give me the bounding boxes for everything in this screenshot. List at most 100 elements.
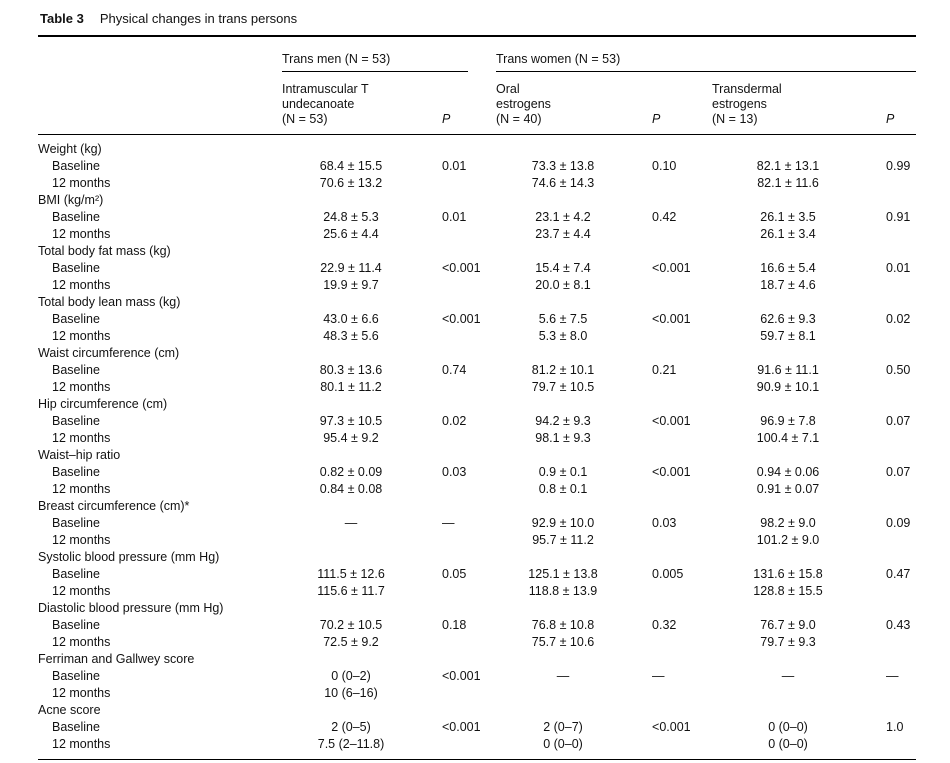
table-row: Baseline 22.9 ± 11.4 <0.001 15.4 ± 7.4 <0.00…: [38, 260, 916, 277]
table-body: Weight (kg) Baseline 68.4 ± 15.5 0.01 73.3 ±…: [38, 135, 916, 760]
row-label: 12 months: [52, 533, 111, 547]
value-cell: 79.7 ± 9.3: [760, 635, 816, 649]
value-cell: 16.6 ± 5.4: [760, 261, 816, 275]
value-cell: 128.8 ± 15.5: [753, 584, 823, 598]
section-row: Hip circumference (cm): [38, 396, 916, 413]
section-label: BMI (kg/m²): [38, 193, 104, 207]
row-label: 12 months: [52, 686, 111, 700]
value-cell: 0.8 ± 0.1: [538, 482, 588, 496]
group-header-trans-men: Trans men (N = 53): [282, 52, 469, 72]
p-value-cell: 0.09: [886, 516, 911, 530]
value-cell: 97.3 ± 10.5: [319, 414, 383, 428]
value-cell: 23.7 ± 4.4: [535, 227, 591, 241]
p-value-cell: [420, 430, 496, 447]
table-row: 12 months 115.6 ± 11.7 118.8 ± 13.9 128.8 ±…: [38, 583, 916, 600]
value-cell: [496, 685, 630, 702]
value-cell: 22.9 ± 11.4: [320, 261, 382, 275]
table-number: Table 3: [40, 11, 84, 26]
p-value-cell: [630, 328, 712, 345]
section-row: BMI (kg/m²): [38, 192, 916, 209]
value-cell: 91.6 ± 11.1: [757, 363, 819, 377]
value-cell: 74.6 ± 14.3: [531, 176, 595, 190]
row-label: Baseline: [52, 720, 100, 734]
p-value-cell: [630, 430, 712, 447]
p-value-cell: [630, 583, 712, 600]
value-cell: 79.7 ± 10.5: [531, 380, 595, 394]
column-header-line: Oral: [496, 82, 520, 96]
value-cell: 131.6 ± 15.8: [753, 567, 823, 581]
p-value-cell: <0.001: [652, 465, 691, 479]
section-label: Total body fat mass (kg): [38, 244, 171, 258]
value-cell: 100.4 ± 7.1: [756, 431, 820, 445]
p-value-cell: 0.07: [886, 465, 911, 479]
row-label: Baseline: [52, 567, 100, 581]
row-label: 12 months: [52, 482, 111, 496]
group-header-trans-women: Trans women (N = 53): [496, 52, 917, 72]
p-value-cell: [420, 532, 496, 549]
value-cell: 82.1 ± 13.1: [756, 159, 820, 173]
value-cell: 98.1 ± 9.3: [535, 431, 591, 445]
p-value-cell: 0.03: [442, 465, 467, 479]
section-label: Ferriman and Gallwey score: [38, 652, 195, 666]
row-label: 12 months: [52, 380, 111, 394]
p-value-cell: [420, 379, 496, 396]
p-value-cell: [864, 532, 916, 549]
column-header-line: estrogens: [496, 97, 551, 111]
table-row: 12 months 48.3 ± 5.6 5.3 ± 8.0 59.7 ± 8.1: [38, 328, 916, 345]
value-cell: 23.1 ± 4.2: [535, 210, 591, 224]
p-value-cell: —: [652, 669, 665, 683]
p-value-cell: [630, 634, 712, 651]
value-cell: 18.7 ± 4.6: [760, 278, 816, 292]
value-cell: 111.5 ± 12.6: [317, 567, 385, 581]
value-cell: 0.82 ± 0.09: [319, 465, 383, 479]
p-label: P: [886, 112, 895, 126]
p-value-cell: 0.02: [442, 414, 467, 428]
value-cell: 0.91 ± 0.07: [756, 482, 820, 496]
value-cell: 125.1 ± 13.8: [528, 567, 598, 581]
section-row: Breast circumference (cm)*: [38, 498, 916, 515]
value-cell: 62.6 ± 9.3: [760, 312, 816, 326]
table-row: 12 months 0.84 ± 0.08 0.8 ± 0.1 0.91 ± 0.07: [38, 481, 916, 498]
table-row: Baseline 24.8 ± 5.3 0.01 23.1 ± 4.2 0.42 26.1…: [38, 209, 916, 226]
row-label: 12 months: [52, 635, 111, 649]
value-cell: 0 (0–2): [331, 669, 371, 683]
column-header-p-oral: P: [630, 72, 713, 135]
section-row: Total body fat mass (kg): [38, 243, 916, 260]
p-value-cell: <0.001: [442, 312, 481, 326]
value-cell: 95.7 ± 11.2: [532, 533, 594, 547]
column-header-row: Intramuscular T undecanoate (N = 53) P O…: [38, 72, 917, 135]
section-label: Waist–hip ratio: [38, 448, 121, 462]
value-cell: 25.6 ± 4.4: [323, 227, 379, 241]
row-label: Baseline: [52, 261, 100, 275]
value-cell: [712, 685, 864, 702]
table-title: Physical changes in trans persons: [99, 11, 298, 26]
p-value-cell: 1.0: [886, 720, 904, 734]
table-row: Baseline 111.5 ± 12.6 0.05 125.1 ± 13.8 0.00…: [38, 566, 916, 583]
value-cell: 0 (0–0): [768, 737, 808, 751]
p-value-cell: [630, 481, 712, 498]
value-cell: 81.2 ± 10.1: [531, 363, 595, 377]
value-cell: 70.2 ± 10.5: [319, 618, 383, 632]
value-cell: 76.7 ± 9.0: [760, 618, 816, 632]
column-header-line: (N = 40): [496, 112, 542, 126]
section-label: Total body lean mass (kg): [38, 295, 181, 309]
row-label: Baseline: [52, 312, 100, 326]
p-label: P: [442, 112, 451, 126]
value-cell: 20.0 ± 8.1: [535, 278, 591, 292]
value-cell: 0.84 ± 0.08: [319, 482, 383, 496]
table-caption: Table 3 Physical changes in trans persons: [38, 8, 916, 37]
p-value-cell: 0.01: [442, 210, 467, 224]
p-value-cell: [864, 736, 916, 760]
value-cell: 94.2 ± 9.3: [535, 414, 591, 428]
value-cell: —: [556, 669, 570, 683]
p-value-cell: <0.001: [442, 261, 481, 275]
row-label: Baseline: [52, 669, 100, 683]
p-value-cell: [420, 685, 496, 702]
p-value-cell: [420, 583, 496, 600]
table-row: Baseline 80.3 ± 13.6 0.74 81.2 ± 10.1 0.21 91…: [38, 362, 916, 379]
table-row: 12 months 80.1 ± 11.2 79.7 ± 10.5 90.9 ± 10…: [38, 379, 916, 396]
section-row: Diastolic blood pressure (mm Hg): [38, 600, 916, 617]
section-label: Weight (kg): [38, 142, 102, 156]
value-cell: 70.6 ± 13.2: [319, 176, 383, 190]
